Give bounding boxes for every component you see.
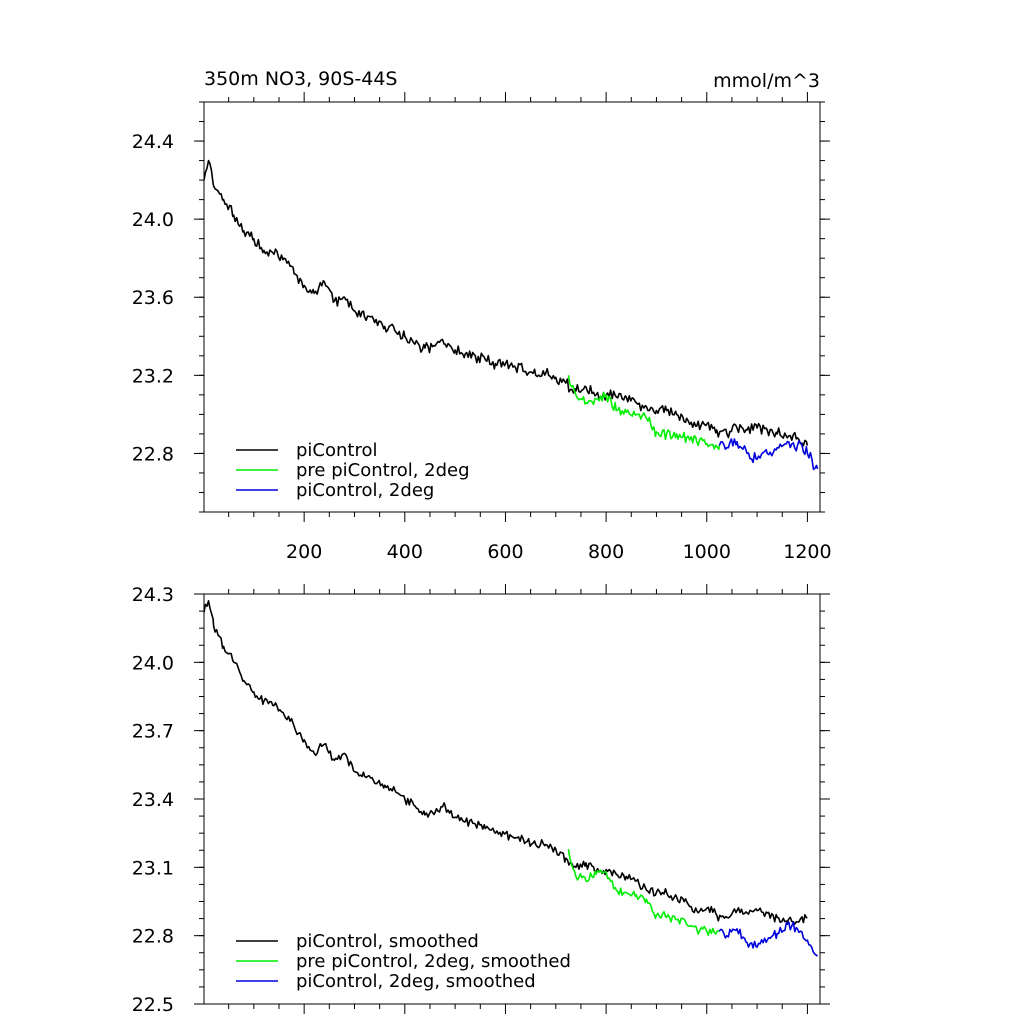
top-panel: 200 400 600 800 1000 1200 22.8 23.2 23.6 24.0 24.4… xyxy=(132,92,832,563)
series-line xyxy=(718,921,819,957)
series-line xyxy=(203,159,809,447)
y-tick-label: 23.2 xyxy=(132,365,174,387)
series-line xyxy=(567,848,720,937)
y-tick-label: 23.4 xyxy=(132,789,174,811)
y-tick-label: 24.0 xyxy=(132,652,174,674)
legend-label: piControl, smoothed xyxy=(296,931,479,952)
x-tick-label: 1000 xyxy=(683,541,731,563)
y-tick-label: 23.6 xyxy=(132,287,174,309)
legend-label: piControl, 2deg xyxy=(296,480,434,501)
y-tick-label: 22.8 xyxy=(132,443,174,465)
y-tick-label: 24.3 xyxy=(132,584,174,606)
x-tick-label: 400 xyxy=(387,541,423,563)
y-tick-label: 22.5 xyxy=(132,994,174,1016)
legend-label: pre piControl, 2deg xyxy=(296,460,470,481)
series-line xyxy=(203,599,808,925)
x-tick-label: 200 xyxy=(286,541,322,563)
y-tick-label: 24.4 xyxy=(132,131,174,153)
legend-label: pre piControl, 2deg, smoothed xyxy=(296,951,571,972)
x-tick-label: 800 xyxy=(588,541,624,563)
series-line xyxy=(567,375,721,451)
bottom-panel: 22.5 22.8 23.1 23.4 23.7 24.0 24.3 piControl, s… xyxy=(132,584,830,1016)
plot-frame xyxy=(203,101,821,513)
series-line xyxy=(718,438,819,471)
figure-units: mmol/m^3 xyxy=(713,70,820,92)
x-tick-label: 1200 xyxy=(783,541,831,563)
y-tick-label: 23.7 xyxy=(132,721,174,743)
y-tick-label: 24.0 xyxy=(132,209,174,231)
y-tick-label: 23.1 xyxy=(132,857,174,879)
legend-label: piControl, 2deg, smoothed xyxy=(296,971,536,992)
x-tick-label: 600 xyxy=(487,541,523,563)
legend-label: piControl xyxy=(296,440,378,461)
y-tick-label: 22.8 xyxy=(132,926,174,948)
figure-title: 350m NO3, 90S-44S xyxy=(204,68,397,90)
